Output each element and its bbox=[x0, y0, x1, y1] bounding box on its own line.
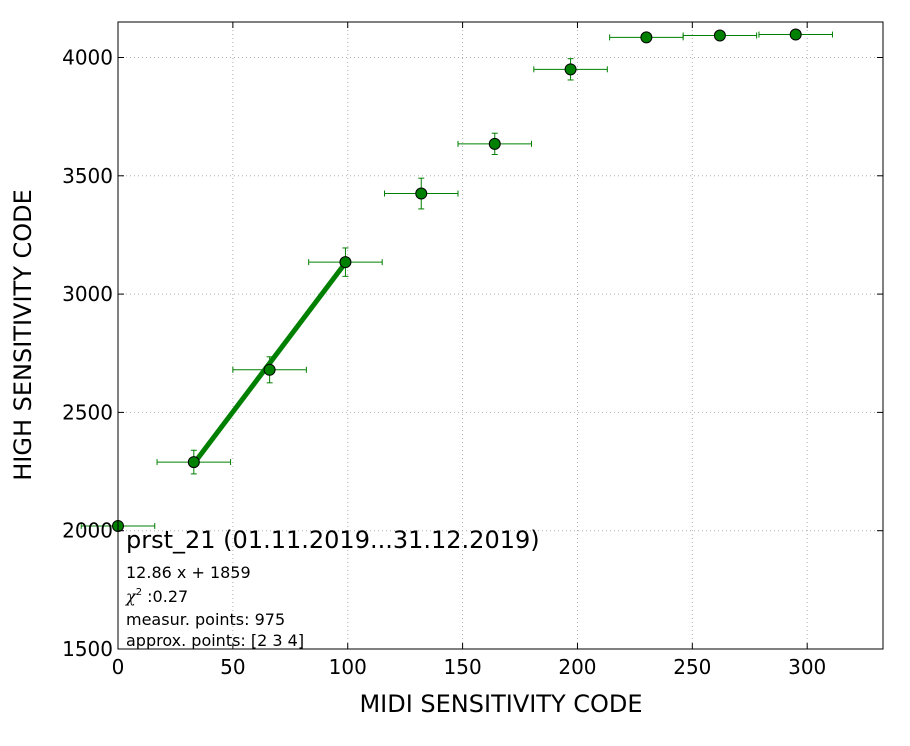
data-point-group bbox=[457, 132, 533, 155]
data-point-group bbox=[758, 28, 833, 41]
data-point bbox=[713, 29, 726, 42]
x-tick-label: 0 bbox=[112, 655, 125, 679]
annotation-approx: approx. points: [2 3 4] bbox=[126, 631, 304, 650]
data-point bbox=[640, 31, 653, 44]
data-point-group bbox=[308, 247, 383, 277]
x-tick-label: 200 bbox=[558, 655, 596, 679]
data-point bbox=[187, 456, 200, 469]
tick-layer: 0 50 100 150 200 250 300 1500 2000 2500 3000 3500 40… bbox=[62, 22, 883, 679]
grid-layer bbox=[118, 22, 883, 649]
data-point-group bbox=[682, 29, 758, 42]
data-point-group bbox=[232, 356, 307, 384]
annotation-chi: χ2 :0.27 bbox=[125, 587, 188, 606]
chi-value: :0.27 bbox=[142, 587, 188, 606]
x-tick-label: 300 bbox=[788, 655, 826, 679]
annotation-measured: measur. points: 975 bbox=[126, 610, 285, 629]
annotation-equation: 12.86 x + 1859 bbox=[126, 563, 251, 582]
plot-frame bbox=[117, 21, 884, 650]
y-tick-label: 4000 bbox=[62, 45, 113, 69]
y-tick-label: 2000 bbox=[62, 519, 113, 543]
x-tick-label: 250 bbox=[673, 655, 711, 679]
y-axis-label: HIGH SENSITIVITY CODE bbox=[9, 189, 37, 481]
x-tick-label: 100 bbox=[329, 655, 367, 679]
chi-symbol: χ bbox=[125, 587, 137, 606]
points-layer bbox=[80, 28, 833, 532]
annotation-block: prst_21 (01.11.2019...31.12.2019) 12.86 … bbox=[125, 526, 540, 650]
data-point bbox=[263, 363, 276, 376]
y-tick-label: 1500 bbox=[62, 637, 113, 661]
data-point-group bbox=[533, 58, 608, 81]
data-point-group bbox=[156, 449, 232, 475]
y-tick-label: 3500 bbox=[62, 164, 113, 188]
data-point bbox=[339, 256, 352, 269]
annotation-title: prst_21 (01.11.2019...31.12.2019) bbox=[126, 526, 540, 554]
x-tick-label: 150 bbox=[444, 655, 482, 679]
data-point-group bbox=[609, 31, 684, 44]
data-point-group bbox=[383, 177, 459, 210]
y-tick-label: 2500 bbox=[62, 400, 113, 424]
x-axis-label: MIDI SENSITIVITY CODE bbox=[359, 690, 642, 718]
data-point bbox=[789, 28, 802, 41]
chi-superscript: 2 bbox=[136, 587, 142, 598]
data-point bbox=[415, 187, 428, 200]
data-point bbox=[488, 137, 501, 150]
x-tick-label: 50 bbox=[220, 655, 245, 679]
y-tick-label: 3000 bbox=[62, 282, 113, 306]
data-point bbox=[564, 63, 577, 76]
